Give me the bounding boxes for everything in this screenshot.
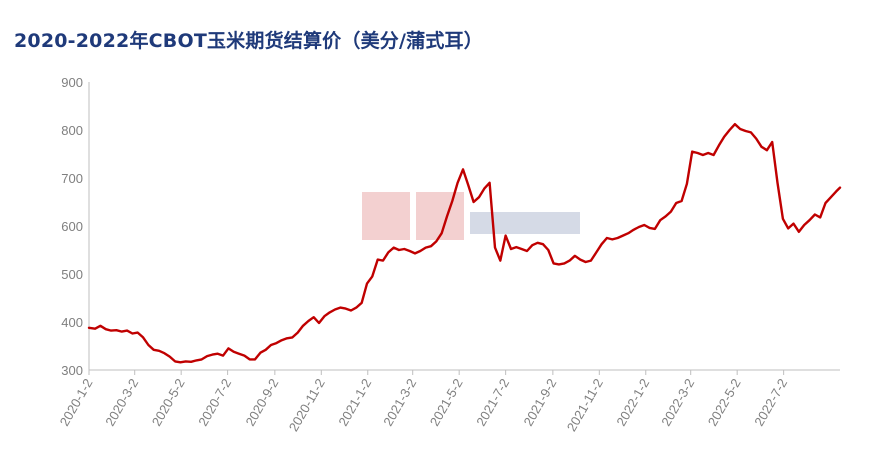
x-tick-label: 2021-1-2 <box>335 376 374 429</box>
y-tick-label: 500 <box>61 267 83 282</box>
y-tick-label: 600 <box>61 219 83 234</box>
x-tick-label: 2020-11-2 <box>286 376 328 434</box>
x-tick-label: 2021-5-2 <box>427 376 466 429</box>
corn-price-line <box>87 122 842 364</box>
y-axis-tick-labels: 300 400 500 600 700 800 900 <box>61 75 83 378</box>
y-tick-label: 300 <box>61 363 83 378</box>
x-tick-label: 2020-9-2 <box>242 376 281 429</box>
watermark-logo <box>362 192 580 240</box>
chart-title: 2020-2022年CBOT玉米期货结算价（美分/蒲式耳） <box>14 30 483 52</box>
x-axis-tick-labels: 2020-1-2 2020-3-2 2020-5-2 2020-7-2 2020-9-2… <box>57 376 791 434</box>
y-tick-label: 400 <box>61 315 83 330</box>
x-tick-label: 2021-7-2 <box>473 376 512 429</box>
x-tick-label: 2020-5-2 <box>149 376 188 429</box>
x-tick-label: 2021-9-2 <box>520 376 559 429</box>
chart-axes <box>88 82 840 375</box>
y-tick-label: 900 <box>61 75 83 90</box>
x-tick-label: 2020-3-2 <box>102 376 141 429</box>
series-layer <box>87 122 842 364</box>
x-tick-label: 2022-7-2 <box>751 376 790 429</box>
x-tick-label: 2020-1-2 <box>57 376 96 429</box>
y-tick-label: 800 <box>61 123 83 138</box>
x-tick-label: 2022-5-2 <box>705 376 744 429</box>
x-tick-label: 2021-3-2 <box>380 376 419 429</box>
y-tick-label: 700 <box>61 171 83 186</box>
x-tick-label: 2022-3-2 <box>658 376 697 429</box>
x-tick-label: 2022-1-2 <box>613 376 652 429</box>
x-tick-label: 2020-7-2 <box>195 376 234 429</box>
x-tick-label: 2021-11-2 <box>564 376 606 434</box>
